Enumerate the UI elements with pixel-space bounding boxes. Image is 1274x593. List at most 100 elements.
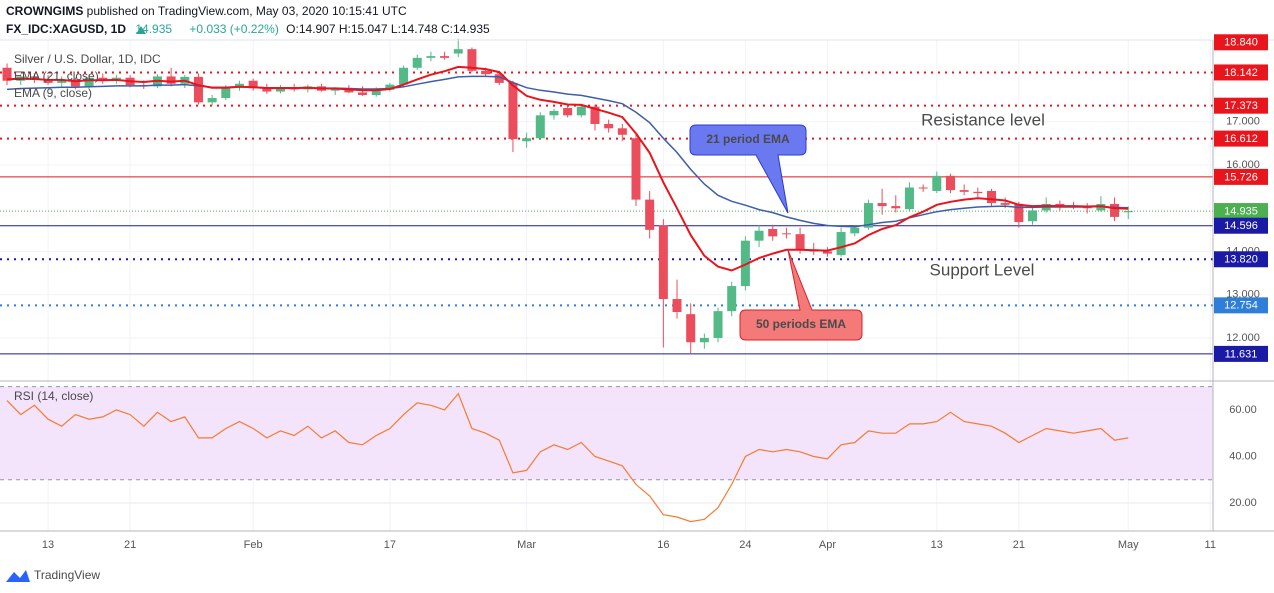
- y-tick-label: 12.000: [1226, 332, 1260, 344]
- grid: [0, 40, 1213, 531]
- candle-body: [440, 56, 450, 58]
- candle-body: [959, 190, 969, 192]
- level-label: 14.596: [1224, 220, 1258, 232]
- candle-body: [453, 49, 463, 54]
- symbol: FX_IDC:XAGUSD, 1D: [6, 22, 126, 36]
- level-tag: [1214, 168, 1268, 185]
- publisher: CROWNGIMS: [6, 4, 83, 18]
- candle-body: [276, 87, 286, 92]
- x-tick-label: 17: [384, 539, 396, 551]
- candle-body: [385, 84, 395, 90]
- y-tick-label: 16.000: [1226, 159, 1260, 171]
- rsi-line: [6, 392, 1129, 523]
- candle-body: [877, 203, 887, 207]
- candle-body: [549, 111, 559, 116]
- candle-body: [248, 80, 258, 89]
- candle-body: [686, 314, 696, 343]
- x-tick-label: Apr: [819, 539, 836, 551]
- level-tag: [1214, 217, 1268, 234]
- candle-body: [2, 67, 12, 81]
- level-tag: [1214, 297, 1268, 314]
- candle-body: [563, 107, 573, 116]
- candle-body: [467, 49, 477, 71]
- level-tag: [1214, 203, 1268, 220]
- footer-logo: TradingView: [6, 568, 100, 582]
- candle-body: [918, 187, 928, 189]
- candle-body: [1000, 203, 1010, 205]
- candle-body: [904, 187, 914, 210]
- x-tick-label: Mar: [517, 539, 536, 551]
- candle-body: [535, 115, 545, 139]
- candle-body: [494, 74, 504, 83]
- x-tick-label: Feb: [244, 539, 263, 551]
- candle-body: [57, 79, 67, 83]
- candle-body: [590, 106, 600, 124]
- candle-body: [70, 79, 80, 87]
- level-label: 12.754: [1224, 300, 1258, 312]
- change: +0.033 (+0.22%): [189, 22, 278, 36]
- candle-body: [795, 234, 805, 250]
- candle-body: [822, 251, 832, 254]
- x-tick-label: 13: [42, 539, 54, 551]
- candle-body: [617, 128, 627, 135]
- rsi-legend: RSI (14, close): [14, 389, 93, 403]
- rsi-pane: [0, 386, 1213, 523]
- candle-body: [522, 138, 532, 142]
- ema50-callout-text: 50 periods EMA: [756, 317, 846, 331]
- x-tick-label: May: [1118, 539, 1139, 551]
- candle-body: [84, 77, 94, 87]
- ohlc: O:14.907 H:15.047 L:14.748 C:14.935: [286, 22, 490, 36]
- candle-body: [166, 76, 176, 84]
- candle-body: [945, 175, 955, 191]
- level-label: 17.373: [1224, 100, 1258, 112]
- candle-body: [234, 83, 244, 88]
- level-label: 18.142: [1224, 67, 1258, 79]
- candle-body: [604, 123, 614, 129]
- support-label: Support Level: [930, 260, 1035, 279]
- levels: [0, 71, 1213, 355]
- header-line2: FX_IDC:XAGUSD, 1D 14.935 +0.033 (+0.22%)…: [6, 22, 490, 36]
- y-tick-label: 17.000: [1226, 116, 1260, 128]
- x-tick-label: 21: [1013, 539, 1025, 551]
- level-label: 11.631: [1225, 348, 1258, 360]
- candle-body: [836, 232, 846, 255]
- candle-body: [754, 230, 764, 241]
- candle-body: [207, 98, 217, 103]
- candle-body: [508, 82, 518, 140]
- candle-body: [781, 233, 791, 235]
- candle-body: [699, 337, 709, 343]
- candle-body: [1110, 203, 1120, 217]
- candle-body: [891, 206, 901, 209]
- legend-ema9: EMA (9, close): [14, 86, 92, 100]
- candle-body: [221, 87, 231, 99]
- candle-body: [986, 190, 996, 204]
- published: published on TradingView.com, May 03, 20…: [87, 4, 407, 18]
- ema-line: [6, 65, 1129, 272]
- level-label: 18.840: [1224, 37, 1258, 49]
- x-tick-label: 21: [124, 539, 136, 551]
- candle-body: [371, 89, 381, 96]
- rsi-tick-label: 40.00: [1229, 450, 1257, 462]
- candle-body: [932, 175, 942, 191]
- ema-lines: [6, 65, 1129, 272]
- ema50-callout: [739, 249, 863, 341]
- candle-body: [481, 70, 491, 75]
- candle-body: [1028, 210, 1038, 222]
- level-tag: [1214, 251, 1268, 268]
- level-label: 14.935: [1224, 205, 1258, 217]
- candle-body: [727, 286, 737, 312]
- level-tag: [1214, 130, 1268, 147]
- x-tick-label: 11: [1205, 539, 1216, 551]
- candle-body: [1014, 203, 1024, 223]
- candle-body: [740, 240, 750, 287]
- candle-body: [412, 57, 422, 68]
- resistance-label: Resistance level: [921, 110, 1045, 129]
- level-tag: [1214, 345, 1268, 362]
- candle-body: [399, 67, 409, 85]
- candle-body: [43, 79, 53, 83]
- logo-icon: [6, 570, 30, 582]
- candle-body: [658, 225, 668, 300]
- candle-body: [631, 138, 641, 200]
- up-arrow-icon: [136, 26, 146, 34]
